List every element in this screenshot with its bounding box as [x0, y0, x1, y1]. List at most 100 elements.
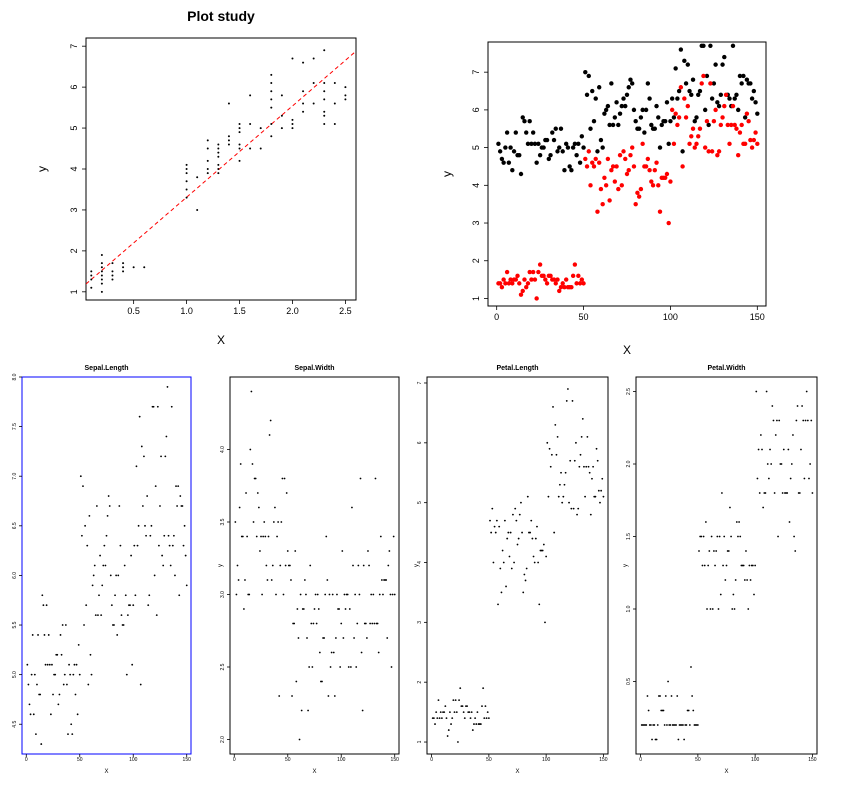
- data-point: [284, 564, 287, 567]
- data-point: [291, 122, 294, 125]
- data-point: [434, 723, 436, 725]
- data-point-sepal-length: [669, 96, 675, 101]
- data-point-petal-length: [647, 168, 652, 173]
- data-point: [269, 419, 272, 422]
- data-point-sepal-length: [652, 126, 657, 131]
- data-point: [102, 564, 105, 567]
- data-point: [747, 608, 750, 610]
- data-point: [348, 608, 351, 610]
- data-point: [576, 513, 578, 516]
- data-point: [443, 711, 446, 714]
- data-point: [493, 525, 496, 528]
- data-point-petal-length: [562, 284, 567, 290]
- data-point-sepal-length: [640, 107, 645, 113]
- data-point: [73, 663, 76, 666]
- data-point: [600, 489, 603, 492]
- data-point: [805, 390, 808, 393]
- data-point: [754, 564, 757, 567]
- y-tick-label: 8.0: [12, 373, 18, 380]
- data-point-sepal-length: [522, 119, 527, 124]
- data-point-petal-length: [736, 152, 741, 158]
- data-point: [476, 711, 479, 714]
- data-point: [554, 423, 557, 426]
- data-point: [802, 419, 805, 422]
- data-point: [276, 535, 278, 538]
- data-point-petal-length: [617, 152, 623, 158]
- data-point: [508, 555, 511, 558]
- data-point: [748, 564, 751, 567]
- data-point: [100, 290, 103, 293]
- data-point-petal-length: [551, 277, 557, 282]
- data-point: [691, 695, 694, 697]
- data-point: [371, 622, 374, 625]
- data-point: [132, 604, 135, 607]
- x-tick-label: 100: [129, 757, 138, 763]
- data-point: [316, 593, 319, 596]
- data-point: [368, 564, 370, 567]
- data-point-petal-length: [708, 81, 713, 86]
- data-point: [556, 435, 559, 438]
- data-point-sepal-length: [751, 88, 757, 94]
- data-point: [251, 463, 254, 465]
- data-point-sepal-length: [734, 92, 739, 98]
- data-point: [47, 634, 50, 636]
- data-point: [217, 168, 220, 170]
- data-point-sepal-length: [577, 160, 583, 165]
- plot-sepal-length[interactable]: Sepal.Length 0 50 100 150 4.5 5.0 5.5 6.0 6.5 7.0 7…: [12, 365, 192, 775]
- data-point-petal-length: [635, 190, 640, 196]
- data-point-petal-length: [729, 122, 734, 128]
- data-point: [68, 663, 70, 666]
- data-point-sepal-length: [610, 122, 616, 128]
- data-point-sepal-length: [562, 168, 567, 173]
- data-point: [217, 147, 220, 150]
- data-point: [806, 419, 809, 422]
- data-point: [60, 653, 63, 656]
- y-tick-label: 7: [69, 44, 79, 49]
- x-tick-label: 1.5: [233, 306, 246, 316]
- data-point-sepal-length: [520, 115, 525, 120]
- data-point: [361, 709, 364, 712]
- data-point: [126, 614, 129, 617]
- data-point-sepal-length: [544, 137, 550, 143]
- data-point: [302, 110, 305, 113]
- data-point-petal-length: [536, 269, 541, 275]
- panel-title: Sepal.Width: [295, 365, 335, 372]
- data-point: [143, 455, 145, 458]
- data-point: [545, 555, 548, 558]
- data-point: [653, 724, 656, 726]
- data-point: [808, 477, 810, 480]
- data-point: [31, 634, 34, 636]
- y-tick-label: 1: [417, 740, 423, 743]
- data-point: [175, 485, 177, 488]
- y-tick-label: 6.0: [12, 572, 18, 579]
- data-point: [27, 683, 30, 686]
- data-point: [85, 604, 88, 607]
- data-point-petal-length: [609, 168, 614, 173]
- data-point-petal-length: [600, 201, 605, 207]
- data-point: [138, 415, 141, 418]
- data-point: [432, 717, 435, 719]
- data-point: [719, 593, 722, 596]
- data-point: [364, 622, 367, 625]
- data-point: [374, 477, 377, 480]
- data-point: [303, 579, 306, 581]
- data-point: [522, 591, 525, 594]
- data-point: [356, 622, 359, 625]
- data-point: [238, 143, 241, 146]
- y-tick-label: 1.5: [626, 533, 632, 540]
- data-point: [780, 463, 783, 465]
- data-point-petal-length: [694, 141, 699, 147]
- data-point: [567, 388, 569, 390]
- data-point: [692, 709, 695, 712]
- data-point: [388, 550, 391, 552]
- data-point: [114, 594, 116, 597]
- data-point: [373, 622, 376, 625]
- data-point: [56, 653, 59, 656]
- data-point: [506, 537, 509, 540]
- data-point-sepal-length: [550, 130, 555, 135]
- data-point: [87, 683, 90, 686]
- data-point: [122, 266, 125, 269]
- x-tick-label: 0: [430, 757, 433, 763]
- data-point: [111, 270, 114, 273]
